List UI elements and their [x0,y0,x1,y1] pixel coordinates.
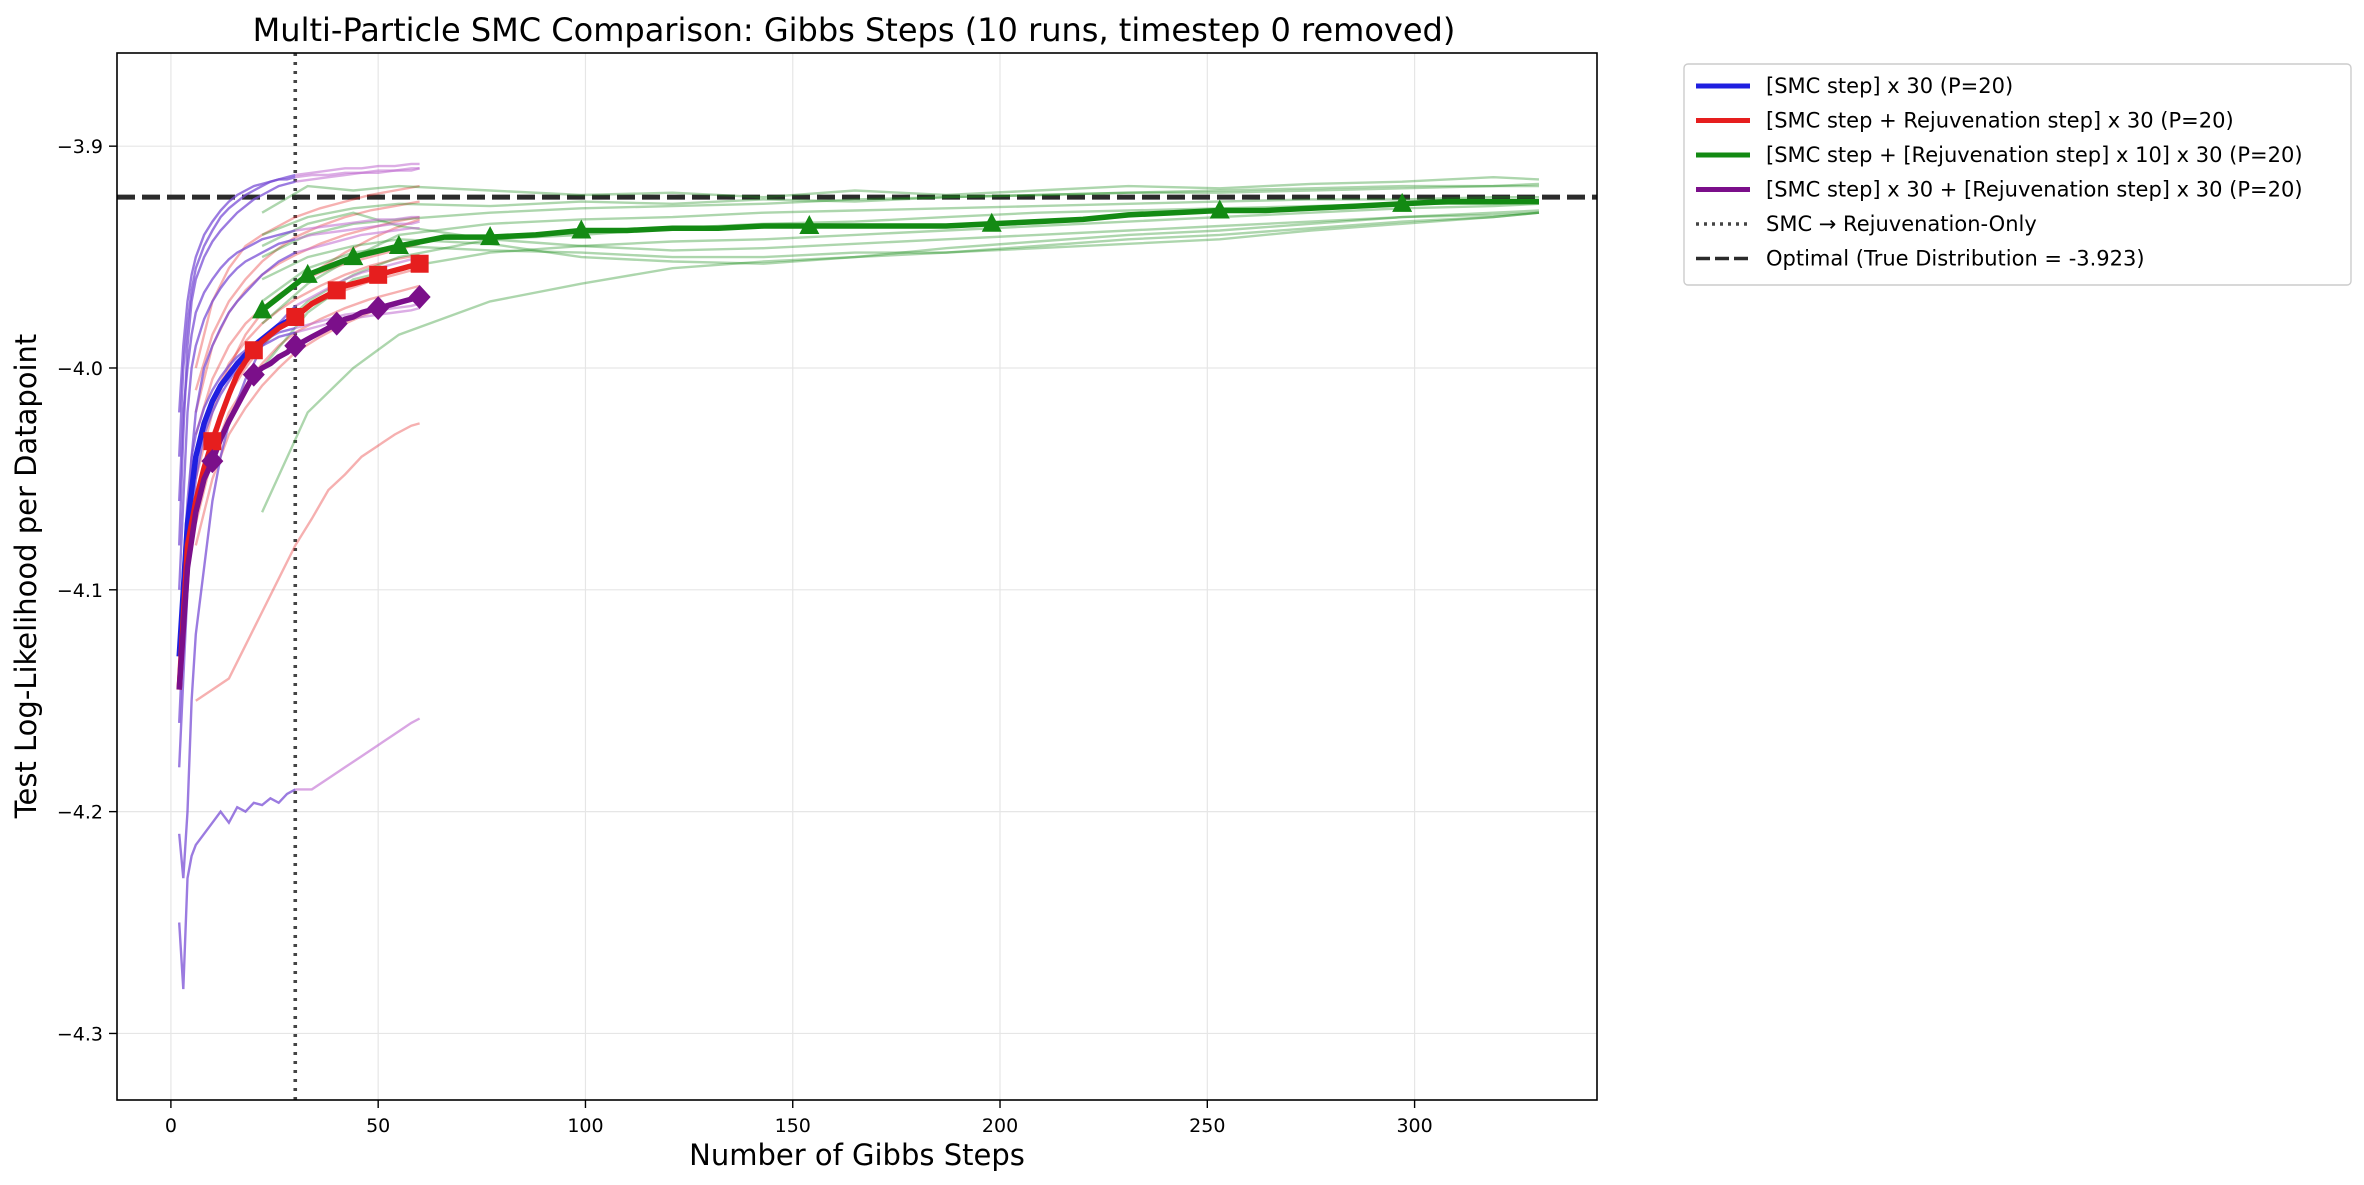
run-line [261,182,1540,237]
run-line [178,238,296,590]
diamond-marker [242,362,265,387]
triangle-marker [571,219,592,239]
plot-area [116,52,1598,1101]
run-line [294,255,420,307]
triangle-marker [480,226,501,246]
y-axis-label: Test Log-Likelihood per Datapoint [9,334,43,820]
run-line [178,180,296,546]
diamond-marker [284,333,307,358]
y-tick-label: −4.2 [57,802,103,824]
legend-label: Optimal (True Distribution = -3.923) [1766,247,2145,271]
legend-box [1683,63,2352,286]
x-tick-label: 300 [1396,1115,1432,1137]
run-line [261,175,1540,214]
run-line [194,184,420,369]
x-tick-label: 100 [567,1115,603,1137]
square-marker [244,341,263,360]
triangle-marker [981,212,1002,232]
run-line [261,211,1540,252]
grid [117,53,1597,1100]
legend-label: [SMC step + [Rejuvenation step] x 10] x … [1766,143,2303,167]
triangle-marker [388,234,409,254]
square-marker [369,265,388,284]
triangle-marker [343,246,364,266]
x-tick-label: 200 [982,1115,1018,1137]
run-line [294,226,420,254]
run-line [178,229,296,502]
run-line [261,211,1540,513]
diamond-marker [325,311,348,336]
run-line [261,184,1539,259]
triangle-marker [297,263,318,283]
run-line [295,162,420,177]
y-axis: −3.9 −4.0 −4.1 −4.2 −4.3 [57,136,117,1045]
run-line [195,422,420,702]
y-tick-label: −4.1 [57,580,103,602]
run-line [295,717,421,791]
x-axis: 0 50 100 150 200 250 300 [165,1100,1433,1137]
square-marker [327,281,346,300]
chart-title: Multi-Particle SMC Comparison: Gibbs Ste… [253,11,1456,49]
x-tick-label: 250 [1189,1115,1225,1137]
markers [201,192,1413,474]
x-axis-label: Number of Gibbs Steps [689,1138,1025,1172]
x-tick-label: 0 [165,1115,177,1137]
plot-frame [116,52,1598,1101]
run-line [194,284,420,524]
run-line [295,215,420,232]
legend-label: [SMC step] x 30 (P=20) [1766,74,2013,98]
x-tick-label: 50 [366,1115,390,1137]
y-tick-label: −3.9 [57,136,103,158]
run-line [178,788,296,990]
triangle-marker [799,215,820,235]
mean-line-2 [260,198,1539,313]
run-line [295,167,420,179]
triangle-marker [1209,199,1230,219]
y-tick-label: −4.3 [57,1023,103,1045]
diamond-marker [367,296,390,321]
y-tick-label: −4.0 [57,358,103,380]
run-line [294,220,420,241]
run-line [261,209,1540,281]
triangle-marker [1392,192,1413,212]
run-line [294,306,420,334]
reference-lines [117,53,1597,1100]
legend-label: SMC → Rejuvenation-Only [1766,212,2037,236]
x-tick-label: 150 [775,1115,811,1137]
run-line [178,176,296,413]
diamond-marker [408,285,431,310]
legend-label: [SMC step + Rejuvenation step] x 30 (P=2… [1766,109,2234,133]
diamond-marker [201,449,224,474]
legend-label: [SMC step] x 30 + [Rejuvenation step] x … [1766,178,2303,202]
square-marker [410,254,429,273]
square-marker [203,432,222,451]
legend: [SMC step] x 30 (P=20) [SMC step + Rejuve… [1683,63,2352,286]
run-line [261,195,1539,325]
triangle-marker [252,299,273,319]
square-marker [286,307,305,326]
